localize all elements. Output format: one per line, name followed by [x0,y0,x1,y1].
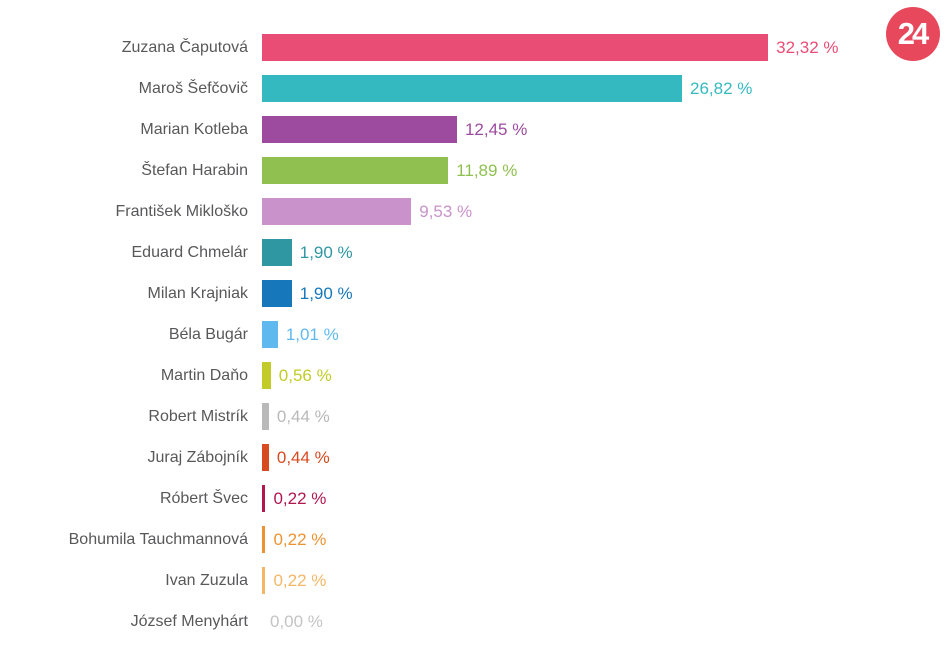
result-value: 0,22 % [273,570,327,590]
candidate-name: Ivan Zuzula [165,571,248,589]
bar-area: 1,90 % [262,239,950,266]
bar-row: Marian Kotleba 12,45 % [0,109,950,150]
bar-row: Robert Mistrík 0,44 % [0,396,950,437]
bar-area: 0,44 % [262,444,950,471]
bar-row: František Mikloško 9,53 % [0,191,950,232]
candidate-name: Marian Kotleba [140,120,248,138]
candidate-name: Robert Mistrík [148,407,248,425]
bar-row: Maroš Šefčovič 26,82 % [0,68,950,109]
bar-area: 32,32 % [262,34,950,61]
bar-row: Bohumila Tauchmannová 0,22 % [0,519,950,560]
result-bar [262,239,292,266]
bar-area: 0,22 % [262,526,950,553]
result-bar [262,116,457,143]
bar-row: Ivan Zuzula 0,22 % [0,560,950,601]
bar-area: 0,44 % [262,403,950,430]
bar-area: 1,01 % [262,321,950,348]
result-value: 32,32 % [776,37,839,57]
bar-row: Martin Daňo 0,56 % [0,355,950,396]
result-value: 1,01 % [285,324,339,344]
bar-area: 0,00 % [262,608,950,635]
bar-row: József Menyhárt 0,00 % [0,601,950,642]
candidate-name: Štefan Harabin [141,161,248,179]
bar-row: Juraj Zábojník 0,44 % [0,437,950,478]
result-value: 0,44 % [276,406,330,426]
result-value: 1,90 % [299,283,353,303]
result-value: 26,82 % [690,78,753,98]
result-value: 0,44 % [276,447,330,467]
candidate-name: Eduard Chmelár [131,243,249,261]
candidate-name: František Mikloško [115,202,248,220]
result-value: 12,45 % [464,119,528,139]
result-value: 1,90 % [299,242,353,262]
result-value: 0,22 % [273,529,327,549]
result-value: 0,00 % [270,611,323,631]
candidate-name: Martin Daňo [160,366,248,384]
bar-row: Béla Bugár 1,01 % [0,314,950,355]
bar-chart: Zuzana Čaputová 32,32 % Maroš Šefčovič 2… [0,27,950,642]
candidate-name: Maroš Šefčovič [138,79,248,97]
bar-area: 12,45 % [262,116,950,143]
bar-area: 0,22 % [262,567,950,594]
bar-area: 9,53 % [262,198,950,225]
result-bar [262,321,278,348]
result-bar [262,34,769,61]
result-value: 11,89 % [456,160,518,180]
candidate-name: József Menyhárt [130,612,248,630]
result-bar [262,403,269,430]
candidate-name: Milan Krajniak [147,284,248,302]
result-bar [262,157,449,184]
result-value: 0,22 % [273,488,327,508]
bar-area: 1,90 % [262,280,950,307]
result-bar [262,444,269,471]
result-bar [262,198,412,225]
candidate-name: Róbert Švec [159,489,248,507]
result-bar [262,526,266,553]
candidate-name: Zuzana Čaputová [121,38,248,56]
bar-row: Zuzana Čaputová 32,32 % [0,27,950,68]
bar-area: 26,82 % [262,75,950,102]
bar-area: 11,89 % [262,157,950,184]
result-value: 9,53 % [419,201,473,221]
candidate-name: Béla Bugár [168,325,248,343]
bar-area: 0,22 % [262,485,950,512]
result-bar [262,362,271,389]
bar-area: 0,56 % [262,362,950,389]
bar-row: Milan Krajniak 1,90 % [0,273,950,314]
result-bar [262,567,266,594]
bar-row: Eduard Chmelár 1,90 % [0,232,950,273]
bar-row: Róbert Švec 0,22 % [0,478,950,519]
candidate-name: Bohumila Tauchmannová [68,530,248,548]
bar-row: Štefan Harabin 11,89 % [0,150,950,191]
result-bar [262,75,682,102]
result-value: 0,56 % [278,365,332,385]
24-logo-badge: 24 [886,7,940,61]
result-bar [262,280,292,307]
logo-text: 24 [897,16,930,51]
candidate-name: Juraj Zábojník [147,448,249,466]
result-bar [262,485,266,512]
